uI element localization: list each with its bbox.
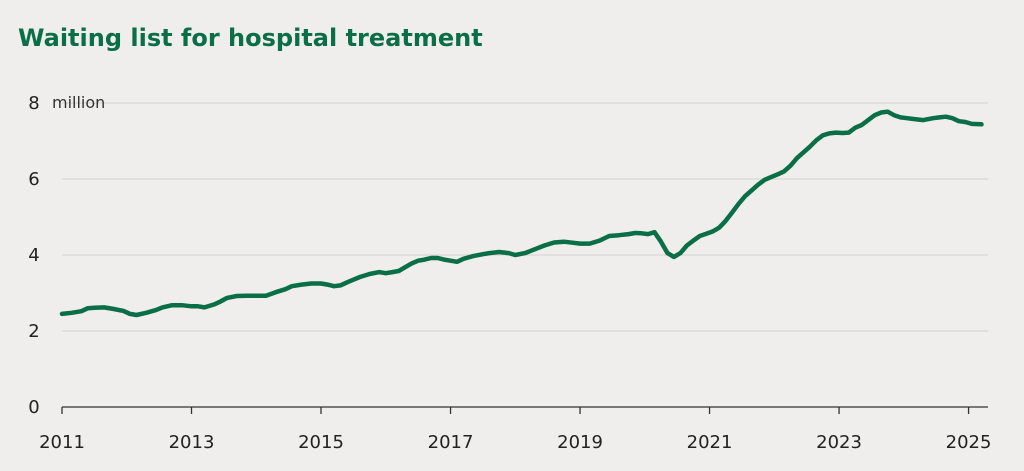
y-tick-label-8: 8 bbox=[28, 93, 39, 114]
x-tick-label-2019: 2019 bbox=[557, 432, 603, 453]
x-tick-label-2013: 2013 bbox=[169, 432, 215, 453]
series-layer bbox=[59, 109, 984, 318]
tick-labels: 0 2 4 6 8 million 2011 2013 2015 2017 2019 2021 2023… bbox=[28, 93, 991, 453]
x-tick-label-2023: 2023 bbox=[816, 432, 862, 453]
x-axis bbox=[61, 406, 988, 414]
chart-title: Waiting list for hospital treatment bbox=[18, 24, 483, 52]
y-tick-label-2: 2 bbox=[28, 321, 39, 342]
x-tick-label-2017: 2017 bbox=[428, 432, 474, 453]
x-tick-label-2021: 2021 bbox=[687, 432, 733, 453]
x-tick-label-2011: 2011 bbox=[39, 432, 85, 453]
gridlines bbox=[62, 102, 988, 332]
x-tick-label-2025: 2025 bbox=[946, 432, 992, 453]
y-unit-label: million bbox=[52, 93, 105, 112]
y-tick-label-6: 6 bbox=[28, 169, 39, 190]
y-tick-label-0: 0 bbox=[28, 397, 39, 418]
series-line-0 bbox=[59, 109, 984, 318]
x-tick-label-2015: 2015 bbox=[298, 432, 344, 453]
y-tick-label-4: 4 bbox=[28, 245, 39, 266]
